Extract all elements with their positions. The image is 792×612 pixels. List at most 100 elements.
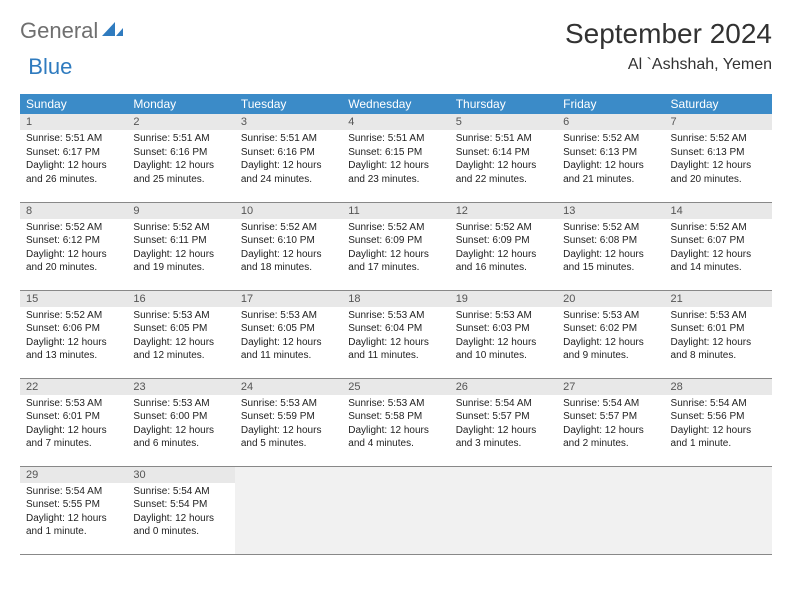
day-details: Sunrise: 5:51 AMSunset: 6:16 PMDaylight:… [235,130,342,190]
day-cell: 20Sunrise: 5:53 AMSunset: 6:02 PMDayligh… [557,290,664,378]
day-details: Sunrise: 5:52 AMSunset: 6:07 PMDaylight:… [665,219,772,279]
day-details: Sunrise: 5:53 AMSunset: 6:04 PMDaylight:… [342,307,449,367]
day-number: 29 [20,467,127,483]
day-details: Sunrise: 5:51 AMSunset: 6:17 PMDaylight:… [20,130,127,190]
calendar-week-row: 15Sunrise: 5:52 AMSunset: 6:06 PMDayligh… [20,290,772,378]
day-cell: 27Sunrise: 5:54 AMSunset: 5:57 PMDayligh… [557,378,664,466]
dow-header: Thursday [450,94,557,114]
day-number: 21 [665,291,772,307]
day-cell: 9Sunrise: 5:52 AMSunset: 6:11 PMDaylight… [127,202,234,290]
logo-text-general: General [20,18,98,44]
day-cell [342,466,449,554]
day-number: 6 [557,114,664,130]
calendar-table: SundayMondayTuesdayWednesdayThursdayFrid… [20,94,772,555]
day-cell: 24Sunrise: 5:53 AMSunset: 5:59 PMDayligh… [235,378,342,466]
day-details: Sunrise: 5:52 AMSunset: 6:12 PMDaylight:… [20,219,127,279]
day-number: 5 [450,114,557,130]
day-number: 23 [127,379,234,395]
day-number: 30 [127,467,234,483]
day-number: 8 [20,203,127,219]
calendar-week-row: 29Sunrise: 5:54 AMSunset: 5:55 PMDayligh… [20,466,772,554]
day-cell: 12Sunrise: 5:52 AMSunset: 6:09 PMDayligh… [450,202,557,290]
day-details: Sunrise: 5:53 AMSunset: 6:01 PMDaylight:… [665,307,772,367]
day-number: 1 [20,114,127,130]
day-cell: 10Sunrise: 5:52 AMSunset: 6:10 PMDayligh… [235,202,342,290]
day-details: Sunrise: 5:52 AMSunset: 6:13 PMDaylight:… [557,130,664,190]
day-number: 16 [127,291,234,307]
calendar-week-row: 8Sunrise: 5:52 AMSunset: 6:12 PMDaylight… [20,202,772,290]
day-details: Sunrise: 5:52 AMSunset: 6:09 PMDaylight:… [342,219,449,279]
day-cell: 15Sunrise: 5:52 AMSunset: 6:06 PMDayligh… [20,290,127,378]
calendar-week-row: 22Sunrise: 5:53 AMSunset: 6:01 PMDayligh… [20,378,772,466]
location-text: Al `Ashshah, Yemen [565,56,772,74]
day-details: Sunrise: 5:53 AMSunset: 6:05 PMDaylight:… [235,307,342,367]
dow-header: Sunday [20,94,127,114]
day-number: 26 [450,379,557,395]
dow-header: Tuesday [235,94,342,114]
day-details: Sunrise: 5:53 AMSunset: 6:05 PMDaylight:… [127,307,234,367]
day-cell: 2Sunrise: 5:51 AMSunset: 6:16 PMDaylight… [127,114,234,202]
dow-header: Monday [127,94,234,114]
logo: General [20,18,126,44]
day-cell [557,466,664,554]
day-number: 4 [342,114,449,130]
day-number: 9 [127,203,234,219]
day-details: Sunrise: 5:52 AMSunset: 6:11 PMDaylight:… [127,219,234,279]
day-cell: 7Sunrise: 5:52 AMSunset: 6:13 PMDaylight… [665,114,772,202]
day-number: 15 [20,291,127,307]
day-cell: 1Sunrise: 5:51 AMSunset: 6:17 PMDaylight… [20,114,127,202]
day-number: 13 [557,203,664,219]
day-details: Sunrise: 5:54 AMSunset: 5:55 PMDaylight:… [20,483,127,543]
day-cell: 28Sunrise: 5:54 AMSunset: 5:56 PMDayligh… [665,378,772,466]
day-number: 7 [665,114,772,130]
day-cell: 25Sunrise: 5:53 AMSunset: 5:58 PMDayligh… [342,378,449,466]
day-cell [450,466,557,554]
month-title: September 2024 [565,18,772,50]
day-number: 19 [450,291,557,307]
day-details: Sunrise: 5:53 AMSunset: 5:59 PMDaylight:… [235,395,342,455]
day-number: 20 [557,291,664,307]
day-number: 12 [450,203,557,219]
day-details: Sunrise: 5:53 AMSunset: 6:01 PMDaylight:… [20,395,127,455]
day-details: Sunrise: 5:54 AMSunset: 5:57 PMDaylight:… [450,395,557,455]
dow-header: Saturday [665,94,772,114]
day-cell: 17Sunrise: 5:53 AMSunset: 6:05 PMDayligh… [235,290,342,378]
day-cell: 16Sunrise: 5:53 AMSunset: 6:05 PMDayligh… [127,290,234,378]
day-cell: 29Sunrise: 5:54 AMSunset: 5:55 PMDayligh… [20,466,127,554]
day-cell: 8Sunrise: 5:52 AMSunset: 6:12 PMDaylight… [20,202,127,290]
day-cell: 14Sunrise: 5:52 AMSunset: 6:07 PMDayligh… [665,202,772,290]
day-number: 28 [665,379,772,395]
day-details: Sunrise: 5:51 AMSunset: 6:16 PMDaylight:… [127,130,234,190]
day-number: 3 [235,114,342,130]
day-number: 24 [235,379,342,395]
day-cell: 5Sunrise: 5:51 AMSunset: 6:14 PMDaylight… [450,114,557,202]
dow-header: Friday [557,94,664,114]
day-cell: 6Sunrise: 5:52 AMSunset: 6:13 PMDaylight… [557,114,664,202]
day-number: 2 [127,114,234,130]
day-details: Sunrise: 5:52 AMSunset: 6:13 PMDaylight:… [665,130,772,190]
day-details: Sunrise: 5:52 AMSunset: 6:06 PMDaylight:… [20,307,127,367]
day-details: Sunrise: 5:51 AMSunset: 6:15 PMDaylight:… [342,130,449,190]
day-number: 11 [342,203,449,219]
title-block: September 2024 Al `Ashshah, Yemen [565,18,772,74]
day-cell: 13Sunrise: 5:52 AMSunset: 6:08 PMDayligh… [557,202,664,290]
day-cell [665,466,772,554]
day-details: Sunrise: 5:54 AMSunset: 5:57 PMDaylight:… [557,395,664,455]
day-cell: 18Sunrise: 5:53 AMSunset: 6:04 PMDayligh… [342,290,449,378]
day-details: Sunrise: 5:52 AMSunset: 6:09 PMDaylight:… [450,219,557,279]
day-details: Sunrise: 5:53 AMSunset: 5:58 PMDaylight:… [342,395,449,455]
logo-text-blue: Blue [28,54,72,80]
day-cell: 26Sunrise: 5:54 AMSunset: 5:57 PMDayligh… [450,378,557,466]
logo-sail-icon [102,20,124,43]
day-number: 10 [235,203,342,219]
days-of-week-row: SundayMondayTuesdayWednesdayThursdayFrid… [20,94,772,114]
calendar-body: 1Sunrise: 5:51 AMSunset: 6:17 PMDaylight… [20,114,772,554]
day-number: 17 [235,291,342,307]
day-cell: 19Sunrise: 5:53 AMSunset: 6:03 PMDayligh… [450,290,557,378]
day-number: 22 [20,379,127,395]
day-number: 18 [342,291,449,307]
day-details: Sunrise: 5:54 AMSunset: 5:56 PMDaylight:… [665,395,772,455]
day-details: Sunrise: 5:53 AMSunset: 6:00 PMDaylight:… [127,395,234,455]
day-details: Sunrise: 5:53 AMSunset: 6:02 PMDaylight:… [557,307,664,367]
day-cell: 23Sunrise: 5:53 AMSunset: 6:00 PMDayligh… [127,378,234,466]
